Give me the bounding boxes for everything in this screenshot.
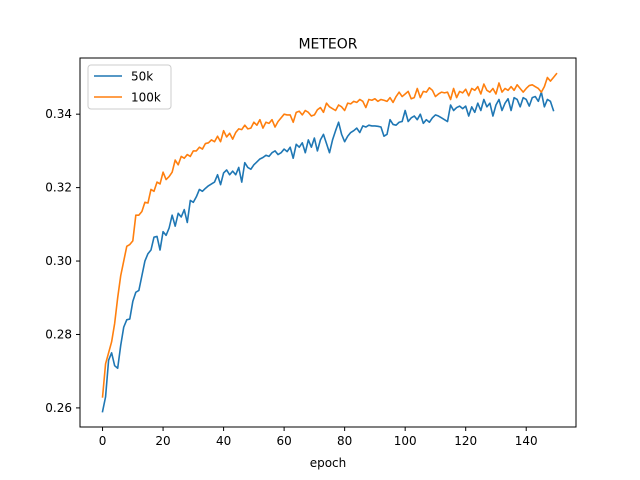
x-tick-label: 80 — [337, 434, 352, 448]
legend: 50k 100k — [87, 64, 172, 110]
axes-frame — [79, 57, 577, 428]
series-line-50k — [101, 91, 555, 413]
axes: 0 20 40 60 80 100 120 140 0.26 0.28 0.30 0.32 0.34 — [45, 57, 577, 448]
x-tick-label: 20 — [155, 434, 170, 448]
x-tick-label: 120 — [454, 434, 477, 448]
x-tick-label: 100 — [394, 434, 417, 448]
y-tick-label: 0.32 — [45, 181, 72, 195]
legend-label-50k: 50k — [131, 70, 153, 84]
series-line-100k — [101, 72, 558, 398]
plot-area — [101, 72, 558, 413]
x-tick-label: 40 — [216, 434, 231, 448]
y-tick-label: 0.26 — [45, 401, 72, 415]
legend-label-100k: 100k — [131, 91, 161, 105]
x-tick-label: 60 — [276, 434, 291, 448]
y-tick-label: 0.34 — [45, 107, 72, 121]
x-tick-label: 140 — [515, 434, 538, 448]
chart-title: METEOR — [298, 37, 357, 53]
x-axis-label: epoch — [310, 456, 347, 470]
x-tick-label: 0 — [99, 434, 107, 448]
y-tick-label: 0.30 — [45, 254, 72, 268]
y-tick-label: 0.28 — [45, 327, 72, 341]
